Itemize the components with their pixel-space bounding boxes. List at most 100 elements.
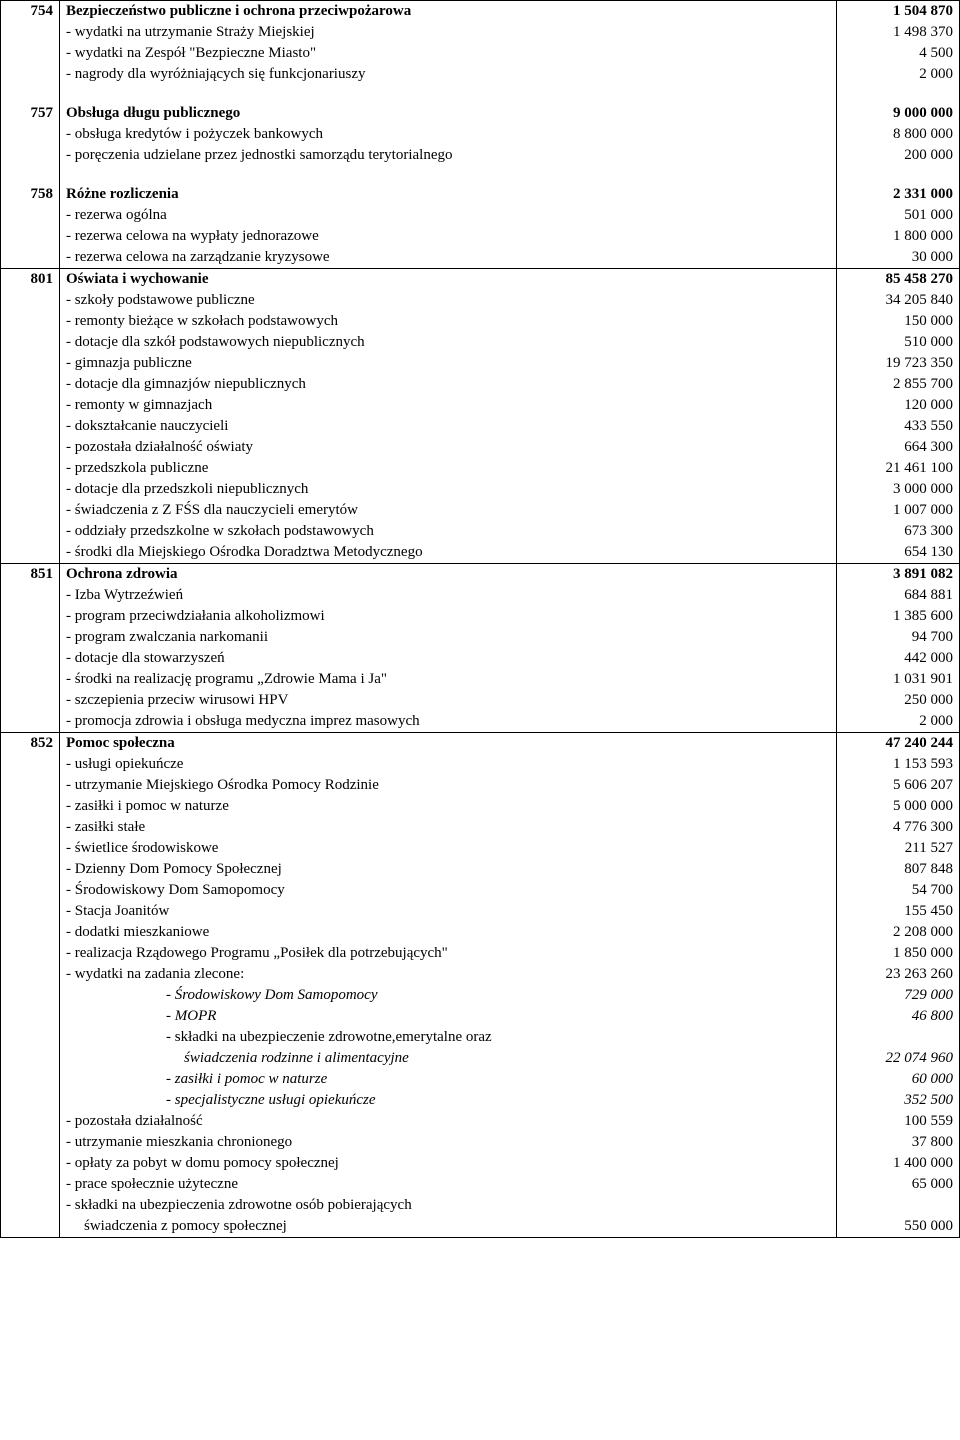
line-value: 4 500 xyxy=(837,43,960,64)
line-value xyxy=(837,1195,960,1216)
line-description: Obsługa długu publicznego xyxy=(60,103,837,124)
line-value: 9 000 000 xyxy=(837,103,960,124)
line-value: 1 504 870 xyxy=(837,1,960,23)
line-description: - gimnazja publiczne xyxy=(60,353,837,374)
line-value: 5 606 207 xyxy=(837,775,960,796)
section-code xyxy=(1,585,60,606)
section-code xyxy=(1,964,60,985)
section-code xyxy=(1,627,60,648)
section-code xyxy=(1,1006,60,1027)
line-description: - zasiłki stałe xyxy=(60,817,837,838)
line-value: 34 205 840 xyxy=(837,290,960,311)
line-description: - wydatki na zadania zlecone: xyxy=(60,964,837,985)
section-code xyxy=(1,1069,60,1090)
section-code xyxy=(1,985,60,1006)
line-description: - specjalistyczne usługi opiekuńcze xyxy=(60,1090,837,1111)
line-description: - realizacja Rządowego Programu „Posiłek… xyxy=(60,943,837,964)
line-value: 85 458 270 xyxy=(837,269,960,291)
line-description: - szczepienia przeciw wirusowi HPV xyxy=(60,690,837,711)
line-value: 54 700 xyxy=(837,880,960,901)
line-description: - rezerwa celowa na wypłaty jednorazowe xyxy=(60,226,837,247)
line-value: 250 000 xyxy=(837,690,960,711)
line-value: 65 000 xyxy=(837,1174,960,1195)
line-value: 510 000 xyxy=(837,332,960,353)
line-description: - wydatki na Zespół "Bezpieczne Miasto" xyxy=(60,43,837,64)
section-code xyxy=(1,838,60,859)
line-description: - dodatki mieszkaniowe xyxy=(60,922,837,943)
line-value: 155 450 xyxy=(837,901,960,922)
line-description: - remonty w gimnazjach xyxy=(60,395,837,416)
line-description: - Środowiskowy Dom Samopomocy xyxy=(60,880,837,901)
line-description: - zasiłki i pomoc w naturze xyxy=(60,1069,837,1090)
section-code xyxy=(1,247,60,269)
line-description: - pozostała działalność oświaty xyxy=(60,437,837,458)
line-description: - nagrody dla wyróżniających się funkcjo… xyxy=(60,64,837,85)
line-description xyxy=(60,166,837,184)
section-code xyxy=(1,542,60,564)
line-description: - remonty bieżące w szkołach podstawowyc… xyxy=(60,311,837,332)
line-value: 1 153 593 xyxy=(837,754,960,775)
section-code xyxy=(1,374,60,395)
line-value: 200 000 xyxy=(837,145,960,166)
line-description: - utrzymanie Miejskiego Ośrodka Pomocy R… xyxy=(60,775,837,796)
line-description: - program zwalczania narkomanii xyxy=(60,627,837,648)
line-value: 1 031 901 xyxy=(837,669,960,690)
section-code xyxy=(1,796,60,817)
line-description: - świadczenia z Z FŚS dla nauczycieli em… xyxy=(60,500,837,521)
section-code xyxy=(1,690,60,711)
section-code xyxy=(1,880,60,901)
section-code xyxy=(1,311,60,332)
line-value xyxy=(837,1027,960,1048)
section-code xyxy=(1,901,60,922)
line-value: 664 300 xyxy=(837,437,960,458)
section-code xyxy=(1,922,60,943)
section-code xyxy=(1,416,60,437)
line-description: Różne rozliczenia xyxy=(60,184,837,205)
line-value: 150 000 xyxy=(837,311,960,332)
line-description: Pomoc społeczna xyxy=(60,733,837,755)
section-code xyxy=(1,43,60,64)
line-description: - szkoły podstawowe publiczne xyxy=(60,290,837,311)
line-description: - składki na ubezpieczenie zdrowotne,eme… xyxy=(60,1027,837,1048)
line-value: 729 000 xyxy=(837,985,960,1006)
line-description: - Dzienny Dom Pomocy Społecznej xyxy=(60,859,837,880)
line-description: świadczenia rodzinne i alimentacyjne xyxy=(60,1048,837,1069)
line-value: 3 000 000 xyxy=(837,479,960,500)
section-code xyxy=(1,1174,60,1195)
line-value: 94 700 xyxy=(837,627,960,648)
line-value: 684 881 xyxy=(837,585,960,606)
line-description: - dokształcanie nauczycieli xyxy=(60,416,837,437)
line-description: - świetlice środowiskowe xyxy=(60,838,837,859)
line-description: Ochrona zdrowia xyxy=(60,564,837,586)
line-value: 550 000 xyxy=(837,1216,960,1238)
line-description: - program przeciwdziałania alkoholizmowi xyxy=(60,606,837,627)
line-description xyxy=(60,85,837,103)
line-description: - usługi opiekuńcze xyxy=(60,754,837,775)
line-description: - dotacje dla stowarzyszeń xyxy=(60,648,837,669)
line-value: 211 527 xyxy=(837,838,960,859)
section-code xyxy=(1,648,60,669)
line-description: - rezerwa celowa na zarządzanie kryzysow… xyxy=(60,247,837,269)
line-value: 23 263 260 xyxy=(837,964,960,985)
section-code xyxy=(1,226,60,247)
line-value: 352 500 xyxy=(837,1090,960,1111)
section-code xyxy=(1,859,60,880)
section-code xyxy=(1,1048,60,1069)
line-description: - składki na ubezpieczenia zdrowotne osó… xyxy=(60,1195,837,1216)
line-description: Bezpieczeństwo publiczne i ochrona przec… xyxy=(60,1,837,23)
line-description: - Izba Wytrzeźwień xyxy=(60,585,837,606)
line-description: Oświata i wychowanie xyxy=(60,269,837,291)
line-value: 30 000 xyxy=(837,247,960,269)
line-value: 120 000 xyxy=(837,395,960,416)
line-value: 2 000 xyxy=(837,64,960,85)
line-value: 1 400 000 xyxy=(837,1153,960,1174)
line-value: 46 800 xyxy=(837,1006,960,1027)
line-description: - poręczenia udzielane przez jednostki s… xyxy=(60,145,837,166)
section-code xyxy=(1,479,60,500)
section-code xyxy=(1,1216,60,1238)
section-code xyxy=(1,669,60,690)
line-value: 1 800 000 xyxy=(837,226,960,247)
line-value: 673 300 xyxy=(837,521,960,542)
section-code xyxy=(1,754,60,775)
line-description: - oddziały przedszkolne w szkołach podst… xyxy=(60,521,837,542)
